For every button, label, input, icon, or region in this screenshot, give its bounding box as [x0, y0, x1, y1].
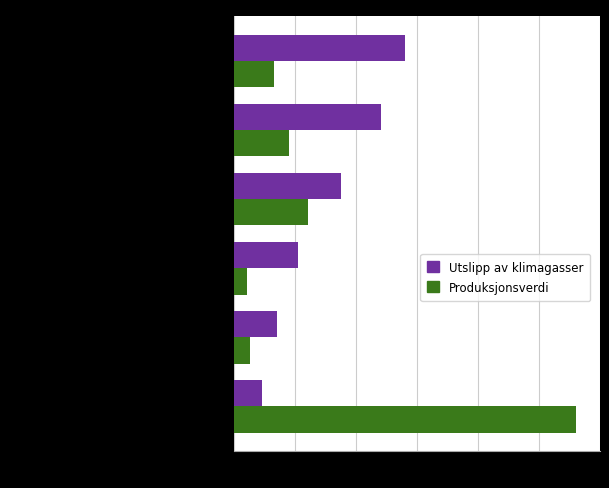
Bar [234, 174, 341, 200]
Bar [234, 200, 308, 226]
Bar [234, 131, 289, 157]
Bar [234, 36, 405, 62]
Bar [234, 243, 298, 269]
Legend: Utslipp av klimagasser, Produksjonsverdi: Utslipp av klimagasser, Produksjonsverdi [420, 254, 590, 301]
Bar [234, 104, 381, 131]
Bar [234, 62, 274, 88]
Bar [234, 407, 576, 433]
Bar [234, 380, 262, 407]
Bar [234, 269, 247, 295]
Bar [234, 311, 277, 338]
Bar [234, 338, 250, 364]
